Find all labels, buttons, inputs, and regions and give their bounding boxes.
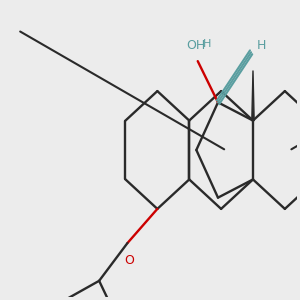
Polygon shape xyxy=(252,70,254,121)
Text: OH: OH xyxy=(186,39,206,52)
Text: O: O xyxy=(124,254,134,267)
Text: H: H xyxy=(256,39,266,52)
Text: H: H xyxy=(203,39,211,50)
